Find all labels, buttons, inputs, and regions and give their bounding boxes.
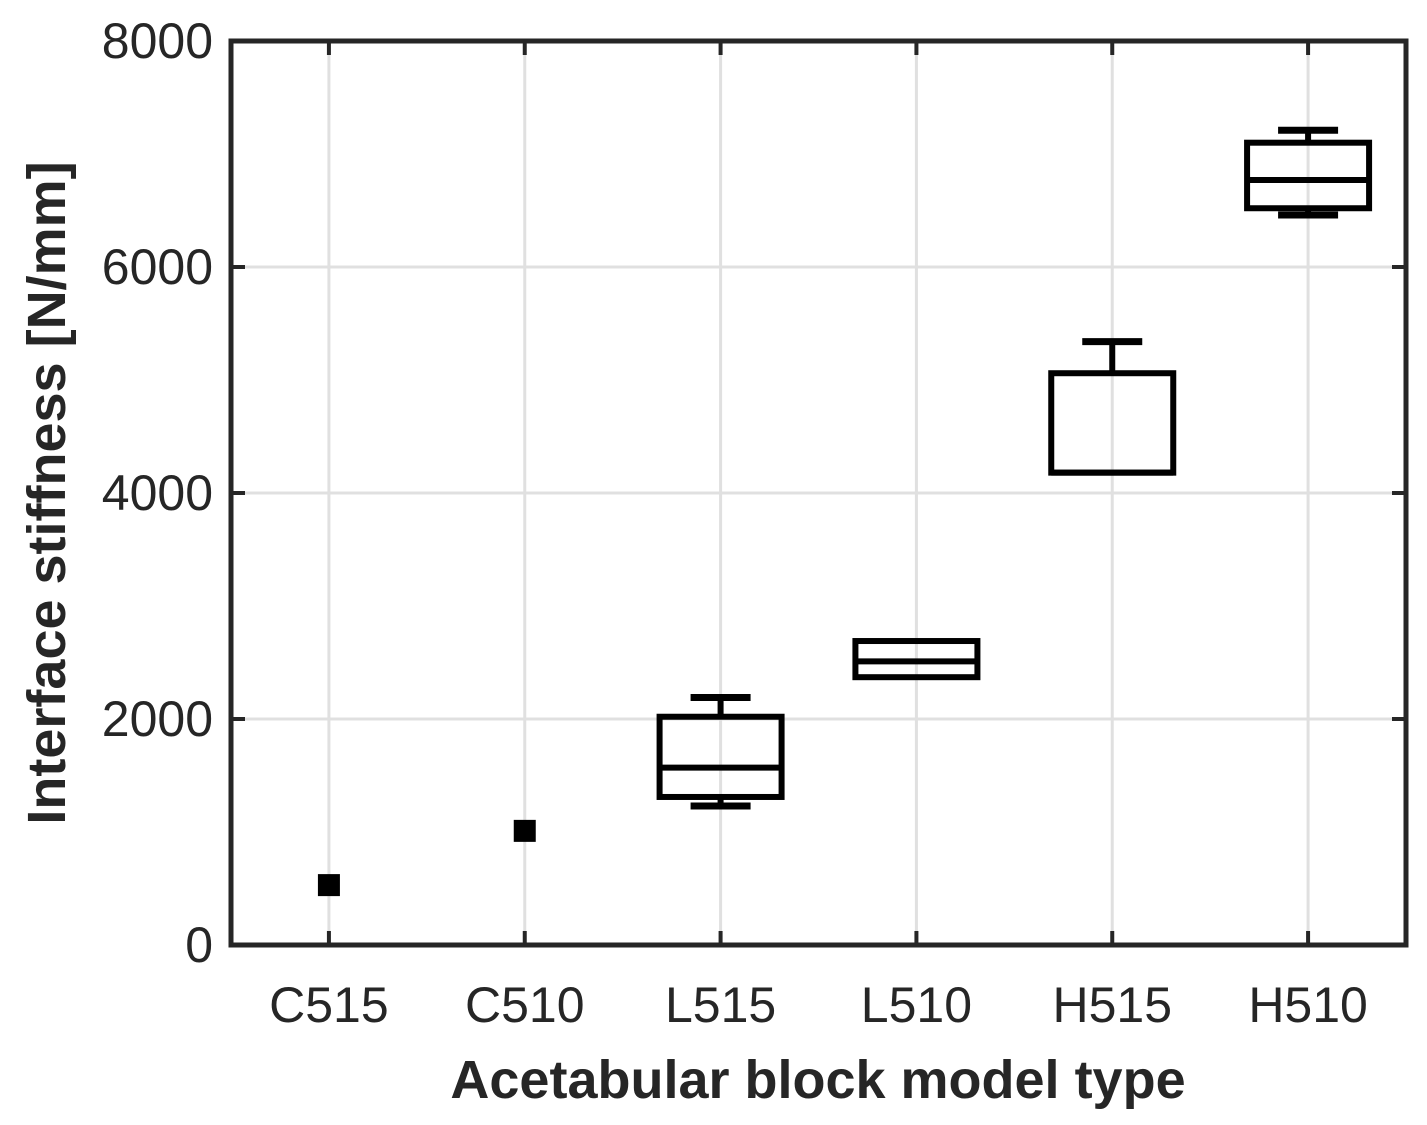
point-marker-C515 bbox=[317, 874, 340, 897]
x-tick-label-C515: C515 bbox=[269, 977, 389, 1033]
y-tick-label-2000: 2000 bbox=[102, 691, 213, 747]
point-marker-C510 bbox=[513, 819, 536, 842]
y-tick-label-6000: 6000 bbox=[102, 239, 213, 295]
box-L515 bbox=[656, 713, 785, 800]
x-tick-label-L510: L510 bbox=[861, 977, 972, 1033]
x-tick-label-C510: C510 bbox=[465, 977, 585, 1033]
x-axis-label: Acetabular block model type bbox=[450, 1050, 1186, 1110]
x-tick-label-H515: H515 bbox=[1052, 977, 1172, 1033]
x-tick-label-L515: L515 bbox=[665, 977, 776, 1033]
x-tick-label-H510: H510 bbox=[1248, 977, 1368, 1033]
y-tick-label-4000: 4000 bbox=[102, 465, 213, 521]
y-tick-label-0: 0 bbox=[185, 917, 213, 973]
y-tick-label-8000: 8000 bbox=[102, 13, 213, 69]
box-H510 bbox=[1244, 139, 1373, 212]
y-axis-label: Interface stiffness [N/mm] bbox=[17, 161, 77, 825]
